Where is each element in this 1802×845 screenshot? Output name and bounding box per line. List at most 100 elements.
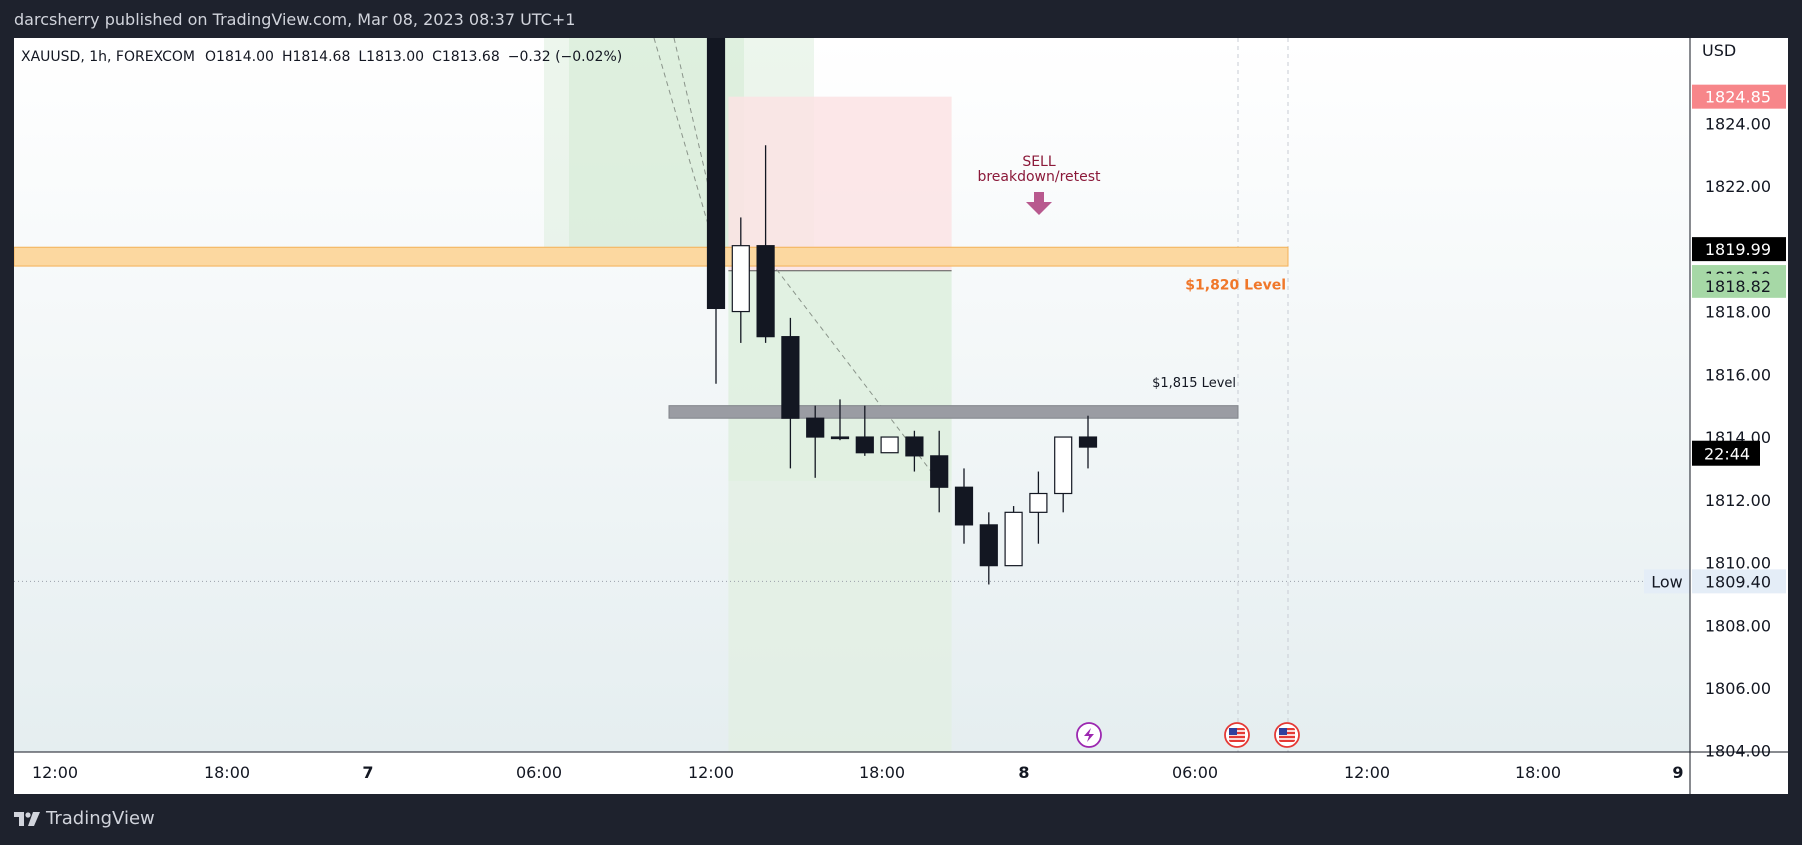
x-tick-label: 18:00 [204,763,250,782]
ohlc-close: C1813.68 [432,49,500,65]
candle[interactable] [954,468,974,544]
x-tick-label: 12:00 [32,763,78,782]
countdown-bg [1692,440,1760,466]
take-profit-zone-lower [728,480,952,752]
chart-frame[interactable]: $1,820 Level $1,815 Level SELL breakdown/re… [14,38,1788,794]
y-tick-label: 1824.00 [1705,114,1771,133]
x-tick-label: 06:00 [1172,763,1218,782]
candle-body [979,524,998,567]
level-1815-band [668,405,1239,419]
us-flag-event-icon[interactable] [1224,722,1250,748]
annotation-breakdown-retest: breakdown/retest [977,169,1101,185]
y-tick-label: 1806.00 [1705,679,1771,698]
candle-body [1054,436,1073,495]
ohlc-high: H1814.68 [282,49,350,65]
tradingview-logo-icon [14,811,40,826]
candle-body [756,245,775,338]
stop-loss-zone [728,96,952,271]
lightning-event-icon[interactable] [1076,722,1102,748]
candle-body [830,436,850,440]
price-label-bg [1692,84,1786,109]
y-tick-label: 1804.00 [1705,742,1771,761]
level-1815-label: $1,815 Level [1152,376,1236,391]
price-label: 1818.82 [1705,277,1771,296]
candle-body [1078,436,1098,448]
candle-body [880,436,899,454]
trend-line-2 [653,38,713,239]
candle[interactable] [781,317,800,469]
x-tick-label: 18:00 [1515,763,1561,782]
candle-body [1029,492,1048,513]
x-tick-label: 18:00 [859,763,905,782]
candle[interactable] [1054,436,1073,513]
candle-body [930,455,949,488]
candle[interactable] [756,145,775,343]
candle-body [781,336,800,419]
currency-label: USD [1702,41,1736,60]
time-scale[interactable]: 12:00 18:00 7 06:00 12:00 18:00 8 06:00 12:00 18:… [14,751,1788,782]
ohlc-change: −0.32 (−0.02%) [508,49,622,65]
x-tick-label: 06:00 [516,763,562,782]
y-tick-label: 1812.00 [1705,491,1771,510]
price-label-bg [1692,569,1786,594]
sell-arrow-icon [1026,192,1052,215]
low-marker-label: Low [1651,572,1683,591]
ohlc-low: L1813.00 [358,49,424,65]
price-label: 1809.40 [1705,572,1771,591]
candle[interactable] [830,399,850,441]
price-scale[interactable]: USD1824.001822.001818.001816.001814.0018… [1689,38,1786,794]
price-label-bg [1692,237,1786,262]
low-marker-bg [1644,569,1690,594]
candle-body [855,436,874,454]
candle[interactable] [1029,471,1048,544]
brand-name: TradingView [46,808,155,829]
candle[interactable] [706,38,726,384]
candle-body [731,245,750,313]
flag-canton [1229,728,1237,735]
ohlc-open: O1814.00 [205,49,274,65]
price-label: 1819.99 [1705,240,1771,259]
candle[interactable] [880,436,899,454]
candle[interactable] [979,512,998,585]
flag-stripe [1229,738,1245,740]
candle[interactable] [930,430,949,513]
candle-body [806,417,825,438]
y-tick-label: 1808.00 [1705,616,1771,635]
lightning-glyph [1084,728,1094,742]
level-1820-band [14,246,1289,267]
flag-canton [1279,728,1287,735]
annotation-sell: SELL [1022,154,1056,170]
countdown-timer: 22:44 [1704,445,1750,464]
candle[interactable] [731,217,750,343]
candle[interactable] [1078,415,1098,469]
plot-area[interactable]: $1,820 Level $1,815 Level SELLbreakdown/re… [14,38,1690,752]
candle[interactable] [855,405,874,456]
candle-body [706,38,726,310]
x-tick-label: 8 [1018,763,1029,782]
price-label-bg [1692,273,1786,298]
level-1820-label: $1,820 Level [1185,278,1286,294]
candle[interactable] [905,430,924,472]
x-tick-label: 7 [362,763,373,782]
price-label: 1824.85 [1705,88,1771,107]
x-tick-label: 12:00 [1344,763,1390,782]
us-flag-event-icon[interactable] [1274,722,1300,748]
chart-canvas[interactable]: $1,820 Level $1,815 Level SELLbreakdown/re… [14,38,1788,794]
symbol-line: XAUUSD, 1h, FOREXCOM [21,49,195,65]
x-tick-label: 12:00 [688,763,734,782]
symbol-header: XAUUSD, 1h, FOREXCOM O1814.00 H1814.68 L181… [21,49,622,65]
events-row[interactable] [1076,722,1300,748]
y-tick-label: 1816.00 [1705,365,1771,384]
candle-body [954,486,974,526]
candle-body [1004,511,1023,567]
x-tick-label: 9 [1672,763,1683,782]
y-tick-label: 1822.00 [1705,177,1771,196]
candle[interactable] [806,405,825,478]
y-tick-label: 1818.00 [1705,303,1771,322]
candle[interactable] [1004,506,1023,567]
publisher-line: darcsherry published on TradingView.com,… [14,10,576,29]
footer[interactable]: TradingView [14,808,155,829]
candle-body [905,436,924,457]
y-tick-label: 1810.00 [1705,554,1771,573]
flag-stripe [1279,738,1295,740]
